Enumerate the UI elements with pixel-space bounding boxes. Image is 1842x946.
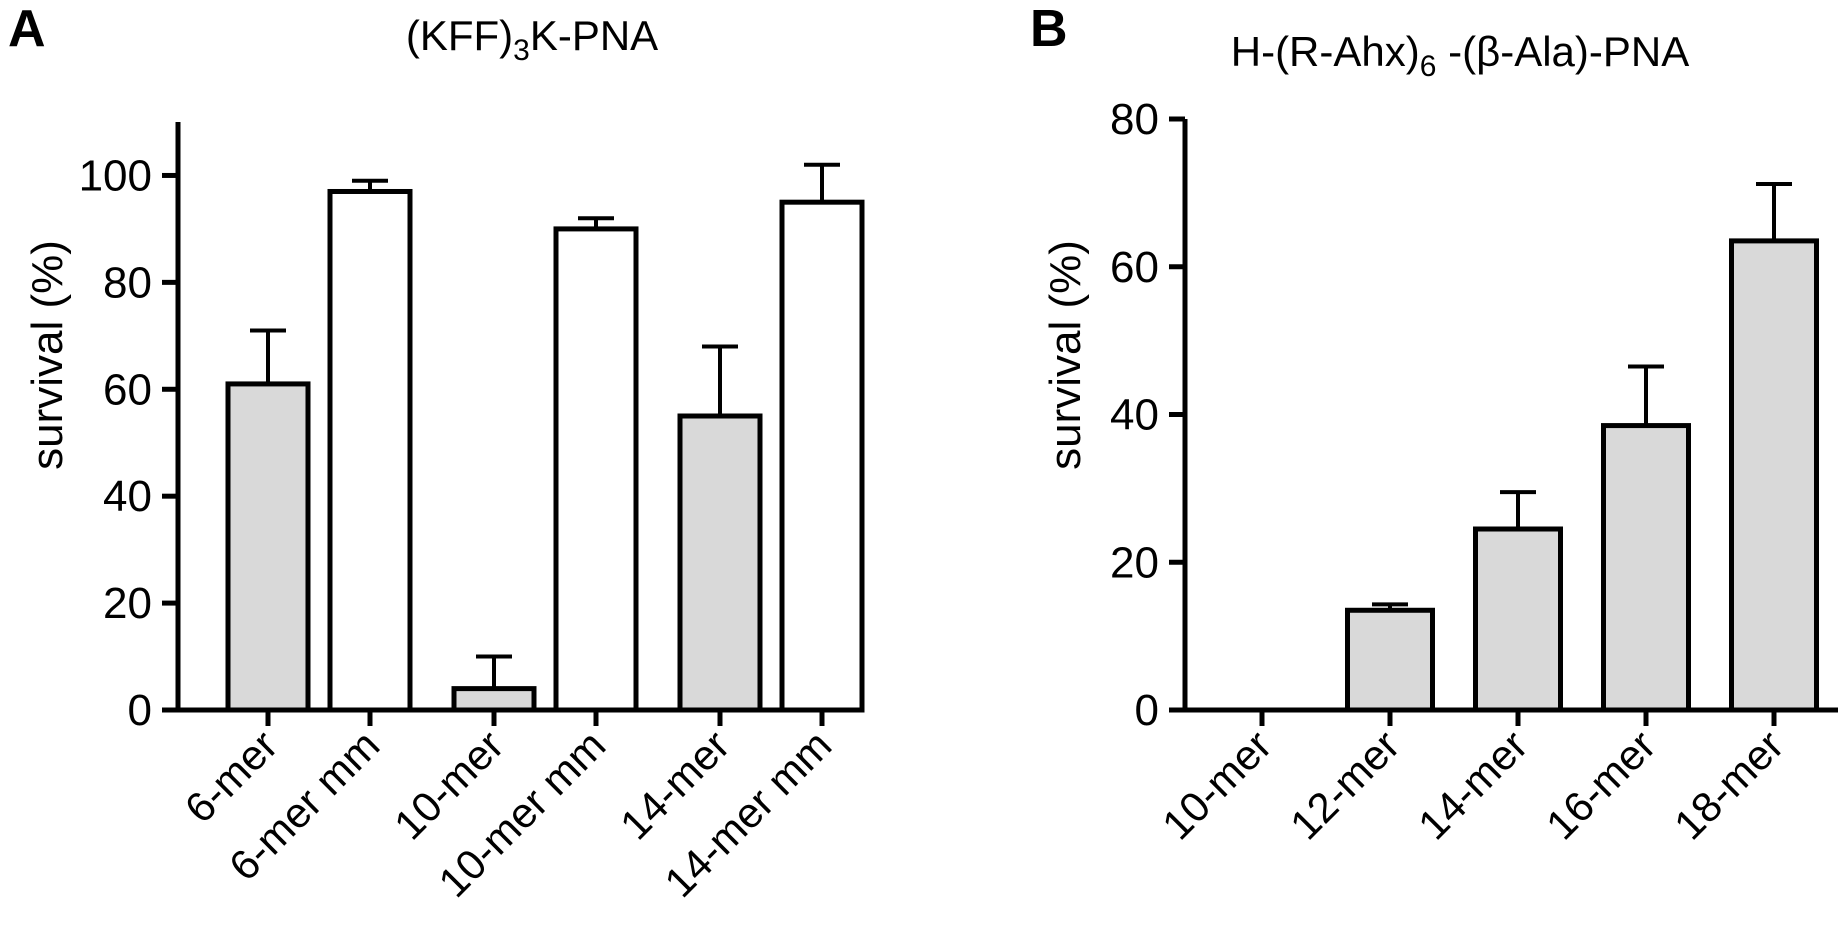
panel-a-y-tick-label: 80 — [103, 258, 152, 307]
panel-b-y-tick-label: 0 — [1135, 686, 1159, 735]
panel-b-letter: B — [1030, 0, 1068, 58]
panel-b-y-axis-label: survival (%) — [1041, 240, 1090, 470]
panel-b-x-tick-label: 14-mer — [1409, 721, 1536, 848]
panel-b-bar — [1345, 607, 1435, 713]
panel-b-bar — [1601, 423, 1691, 713]
panel-a-bar — [779, 199, 865, 713]
panel-b-chart: B H-(R-Ahx)6 -(β-Ala)-PNA survival (%) 0… — [1030, 0, 1838, 848]
panel-a-bar — [327, 188, 413, 713]
panel-b-title: H-(R-Ahx)6 -(β-Ala)-PNA — [1231, 28, 1690, 83]
panel-a-y-tick-label: 40 — [103, 472, 152, 521]
panel-a-chart: A (KFF)3K-PNA survival (%) 0204060801006… — [8, 0, 865, 906]
panel-a-y-tick-label: 0 — [128, 686, 152, 735]
panel-b-bar — [1473, 526, 1563, 713]
panel-a-letter: A — [8, 0, 46, 58]
panel-a-bar — [553, 226, 639, 713]
panel-a-y-tick-label: 100 — [79, 151, 152, 200]
panel-a-y-tick-label: 60 — [103, 365, 152, 414]
panel-b-x-tick-label: 16-mer — [1537, 721, 1664, 848]
panel-b-x-tick-label: 18-mer — [1665, 721, 1792, 848]
panel-b-y-tick-label: 20 — [1110, 538, 1159, 587]
panel-a-bar — [677, 413, 763, 713]
panel-a-y-axis-label: survival (%) — [23, 240, 72, 470]
panel-b-bar — [1729, 238, 1819, 713]
panel-a-bar — [225, 381, 311, 713]
panel-b-x-tick-label: 10-mer — [1153, 721, 1280, 848]
panel-b-y-tick-label: 80 — [1110, 95, 1159, 144]
panel-a-y-tick-label: 20 — [103, 579, 152, 628]
panel-a-bar — [451, 686, 537, 713]
panel-b-x-tick-label: 12-mer — [1281, 721, 1408, 848]
panel-a-title: (KFF)3K-PNA — [406, 12, 658, 67]
panel-b-y-tick-label: 60 — [1110, 243, 1159, 292]
panel-b-y-tick-label: 40 — [1110, 391, 1159, 440]
